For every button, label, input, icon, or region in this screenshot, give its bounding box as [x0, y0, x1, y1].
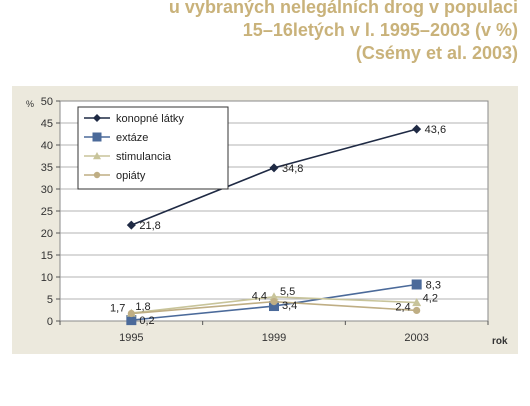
data-label: 1,8 — [135, 301, 150, 313]
y-tick-label: 20 — [41, 228, 53, 240]
y-tick-label: 40 — [41, 140, 53, 152]
y-tick-label: 30 — [41, 184, 53, 196]
y-tick-label: 10 — [41, 272, 53, 284]
title-line-2: 15–16letých v l. 1995–2003 (v %) — [242, 20, 518, 40]
chart-panel: 0 5 10 15 20 25 30 35 40 45 50 1995 1999 2003% rok 21,8… — [12, 86, 518, 354]
legend-marker — [93, 171, 101, 179]
data-point — [127, 309, 135, 318]
x-tick-label: 1999 — [262, 332, 286, 344]
data-point — [270, 298, 278, 306]
data-point — [411, 279, 422, 290]
data-point — [269, 163, 279, 173]
x-tick-label: 2003 — [404, 332, 428, 344]
data-point — [269, 292, 279, 301]
x-axis-label: rok — [492, 336, 508, 347]
chart-title: u vybraných nelegálních drog v populaci … — [169, 0, 518, 65]
y-tick-label: 5 — [47, 294, 53, 306]
data-point — [126, 315, 137, 326]
data-label: 3,4 — [282, 300, 297, 312]
data-label: 0,2 — [139, 315, 154, 327]
data-label: 4,4 — [252, 291, 267, 303]
data-point — [412, 298, 422, 307]
y-tick-label: 35 — [41, 162, 53, 174]
data-label: 43,6 — [425, 124, 446, 136]
data-label: 8,3 — [426, 279, 441, 291]
data-point — [269, 301, 279, 312]
data-label: 5,5 — [280, 286, 295, 298]
data-label: 2,4 — [395, 301, 410, 313]
y-tick-label: 25 — [41, 206, 53, 218]
data-point — [412, 124, 422, 134]
data-label: 21,8 — [139, 220, 160, 232]
legend-label: opiáty — [116, 170, 146, 182]
data-label: 1,7 — [110, 303, 125, 315]
y-tick-label: 50 — [41, 96, 53, 108]
legend-label: extáze — [116, 132, 148, 144]
data-label: 4,2 — [423, 293, 438, 305]
legend-label: stimulancia — [116, 151, 172, 163]
legend-marker — [92, 132, 102, 142]
data-point — [413, 306, 421, 315]
y-tick-label: 15 — [41, 250, 53, 262]
line-chart: 0 5 10 15 20 25 30 35 40 45 50 1995 1999 2003% rok 21,8… — [26, 96, 508, 347]
title-line-3: (Csémy et al. 2003) — [355, 43, 518, 63]
legend-marker — [93, 114, 101, 122]
data-point — [126, 220, 136, 230]
y-axis-label: % — [26, 99, 34, 109]
y-tick-label: 0 — [47, 316, 53, 328]
title-line-1: u vybraných nelegálních drog v populaci — [168, 0, 518, 17]
legend-marker — [93, 152, 101, 160]
legend-label: konopné látky — [116, 113, 184, 125]
data-label: 34,8 — [282, 163, 303, 175]
y-tick-label: 45 — [41, 118, 53, 130]
x-tick-label: 1995 — [119, 332, 143, 344]
